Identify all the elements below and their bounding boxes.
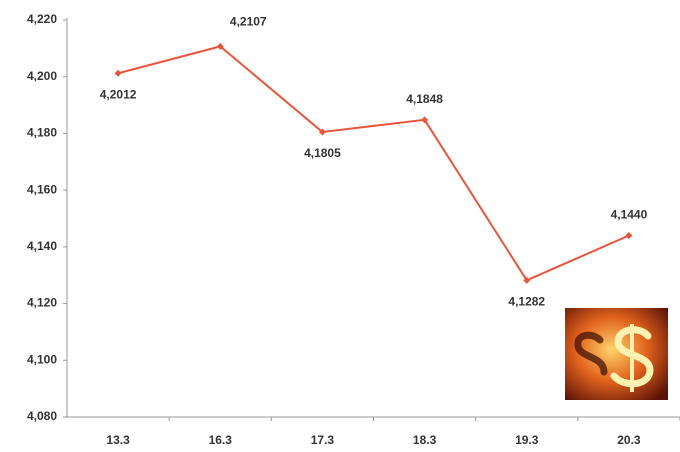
y-tick-label: 4,180 (27, 126, 57, 140)
dollar-image (565, 308, 668, 400)
line-series (117, 45, 630, 282)
y-tick-label: 4,160 (27, 182, 57, 196)
point-marker (318, 128, 326, 136)
point-marker (216, 42, 224, 50)
x-tick-label: 17.3 (311, 433, 335, 447)
data-label: 4,2012 (100, 87, 137, 101)
data-label: 4,2107 (230, 15, 267, 29)
y-tick-label: 4,080 (27, 409, 57, 423)
y-tick-label: 4,100 (27, 352, 57, 366)
y-tick-label: 4,200 (27, 69, 57, 83)
point-marker (625, 232, 633, 240)
y-tick-label: 4,140 (27, 239, 57, 253)
point-marker (523, 276, 531, 284)
data-label: 4,1805 (304, 146, 341, 160)
x-tick-label: 18.3 (413, 433, 437, 447)
point-marker (421, 116, 429, 124)
x-tick-label: 16.3 (209, 433, 233, 447)
data-label: 4,1848 (406, 92, 443, 106)
x-tick-label: 20.3 (617, 433, 641, 447)
data-label: 4,1282 (508, 294, 545, 308)
point-marker (114, 69, 122, 77)
data-label: 4,1440 (611, 208, 648, 222)
y-tick-label: 4,120 (27, 296, 57, 310)
y-tick-label: 4,220 (27, 12, 57, 26)
x-tick-label: 19.3 (515, 433, 539, 447)
x-tick-label: 13.3 (106, 433, 130, 447)
